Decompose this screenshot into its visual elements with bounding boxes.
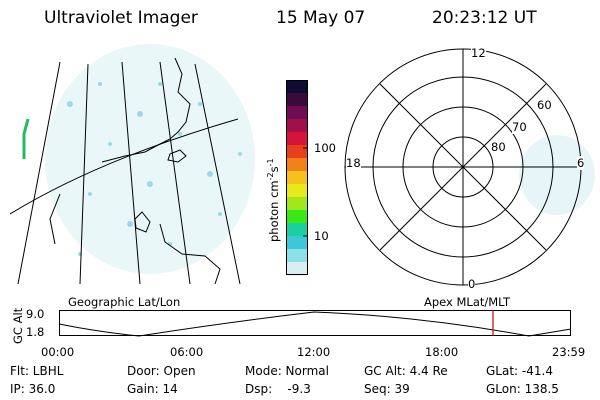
date-label: 15 May 07 xyxy=(276,8,366,28)
green-emission xyxy=(22,118,30,159)
colorbar-tick-100: 100 xyxy=(314,141,336,155)
lon-line xyxy=(194,63,241,284)
colorbar-stripe xyxy=(286,106,308,120)
mlt-label-18: 18 xyxy=(346,156,361,170)
mlt-label-12: 12 xyxy=(471,46,486,60)
colorbar-stripe xyxy=(286,132,308,146)
lon-line xyxy=(159,61,191,284)
seq-status: Seq: 39 xyxy=(364,382,410,396)
polar-plot xyxy=(344,48,595,286)
colorbar-stripe xyxy=(286,80,308,94)
colorbar-units-label: photon cm-2s-1 xyxy=(266,158,281,242)
lat-label-70: 70 xyxy=(512,120,527,134)
coastline xyxy=(167,149,187,163)
mlt-label-6: 6 xyxy=(577,156,585,170)
meridian-diagonal xyxy=(379,83,547,251)
emission-region xyxy=(45,44,255,274)
polar-emission-region xyxy=(519,135,595,215)
colorbar-stripe xyxy=(286,197,308,211)
colorbar-stripe xyxy=(286,158,308,172)
colorbar-stripe xyxy=(286,262,308,276)
glon-status: GLon: 138.5 xyxy=(486,382,559,396)
dsp-status: Dsp: -9.3 xyxy=(245,382,311,396)
mlt-label-0: 0 xyxy=(468,277,476,291)
geographic-map xyxy=(10,44,255,284)
emission-speckles xyxy=(67,82,242,256)
colorbar-stripe xyxy=(286,119,308,133)
glat-status: GLat: -41.4 xyxy=(486,364,553,378)
colorbar-stripe xyxy=(286,93,308,107)
lat-label-80: 80 xyxy=(491,140,506,154)
lon-line xyxy=(79,63,89,284)
colorbar xyxy=(286,80,308,276)
colorbar-stripe xyxy=(286,210,308,224)
altitude-axis-label: GC Alt xyxy=(11,307,25,344)
coastline xyxy=(49,193,61,245)
colorbar-stripe xyxy=(286,236,308,250)
app-title: Ultraviolet Imager xyxy=(44,8,198,28)
ip-status: IP: 36.0 xyxy=(10,382,56,396)
lat-line xyxy=(10,118,239,215)
time-tick-0600: 06:00 xyxy=(170,345,204,359)
coastline xyxy=(101,57,191,163)
colorbar-stripe xyxy=(286,145,308,159)
door-status: Door: Open xyxy=(127,364,196,378)
filter-status: Flt: LBHL xyxy=(10,364,64,378)
altitude-tick-max: 9.0 xyxy=(26,307,45,321)
lat-label-60: 60 xyxy=(537,98,552,112)
colorbar-stripe xyxy=(286,184,308,198)
gain-status: Gain: 14 xyxy=(127,382,178,396)
lon-line xyxy=(121,61,141,284)
gc-alt-status: GC Alt: 4.4 Re xyxy=(364,364,448,378)
colorbar-tick-10: 10 xyxy=(314,229,329,243)
colorbar-stripe xyxy=(286,171,308,185)
time-tick-1200: 12:00 xyxy=(297,345,331,359)
colorbar-stripe xyxy=(286,249,308,263)
map-caption: Geographic Lat/Lon xyxy=(68,295,181,309)
coastline xyxy=(159,223,221,284)
altitude-plot xyxy=(58,310,572,337)
mode-status: Mode: Normal xyxy=(245,364,329,378)
colorbar-stripe xyxy=(286,223,308,237)
polar-caption: Apex MLat/MLT xyxy=(424,295,511,309)
time-label: 20:23:12 UT xyxy=(432,8,537,28)
time-tick-0000: 00:00 xyxy=(41,345,75,359)
coastline xyxy=(134,211,151,233)
altitude-curve xyxy=(58,311,572,337)
altitude-tick-min: 1.8 xyxy=(26,325,45,339)
time-tick-1800: 18:00 xyxy=(425,345,459,359)
time-tick-2359: 23:59 xyxy=(552,345,586,359)
lon-line xyxy=(17,61,61,284)
